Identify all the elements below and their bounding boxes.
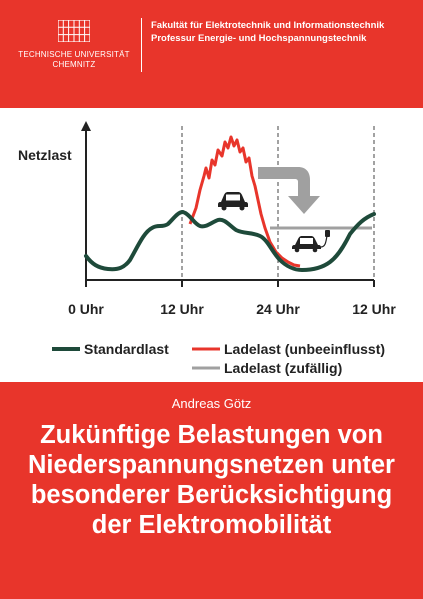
cover-figure: Netzlast 0 Uhr 12 Uhr 24 Uhr 12 Uhr — [0, 108, 423, 382]
car-icon — [216, 187, 250, 211]
faculty-name: Fakultät für Elektrotechnik und Informat… — [151, 20, 385, 31]
series-standard-line — [84, 210, 376, 272]
university-city: CHEMNITZ — [52, 60, 96, 69]
title-line-4: der Elektromobilität — [91, 511, 332, 539]
title-line-2: Niederspannungsnetzen unter — [28, 451, 395, 479]
book-title: Zukünftige Belastungen von Niederspannun… — [0, 420, 423, 540]
x-tick-label-3: 12 Uhr — [352, 301, 396, 317]
university-logo: TECHNISCHE UNIVERSITÄT CHEMNITZ — [14, 16, 134, 76]
title-band: Andreas Götz Zukünftige Belastungen von … — [0, 382, 423, 599]
title-line-3: besonderer Berücksichtigung — [30, 481, 393, 509]
charging-car-icon — [292, 230, 332, 253]
y-axis-label: Netzlast — [18, 147, 72, 163]
professorship-name: Professur Energie- und Hochspannungstech… — [151, 33, 367, 44]
load-curve-figure: Netzlast 0 Uhr 12 Uhr 24 Uhr 12 Uhr — [18, 121, 396, 376]
legend-label-zufaellig: Ladelast (zufällig) — [224, 360, 342, 376]
university-logo-icon — [58, 20, 90, 42]
faculty-block: Fakultät für Elektrotechnik und Informat… — [151, 19, 384, 45]
author-name: Andreas Götz — [171, 396, 252, 411]
series-unbeeinflusst-line — [188, 135, 301, 268]
header-band: TECHNISCHE UNIVERSITÄT CHEMNITZ Fakultät… — [0, 0, 423, 108]
legend-label-unbeeinflusst: Ladelast (unbeeinflusst) — [224, 341, 385, 357]
x-tick-label-2: 24 Uhr — [256, 301, 300, 317]
title-line-1: Zukünftige Belastungen von — [40, 421, 383, 449]
x-tick-label-1: 12 Uhr — [160, 301, 204, 317]
university-name: TECHNISCHE UNIVERSITÄT — [18, 50, 130, 59]
header-divider — [141, 18, 142, 72]
y-axis-arrow-icon — [81, 121, 91, 131]
shift-arrow-icon — [258, 167, 320, 214]
legend-label-standard: Standardlast — [84, 341, 169, 357]
x-tick-label-0: 0 Uhr — [68, 301, 104, 317]
